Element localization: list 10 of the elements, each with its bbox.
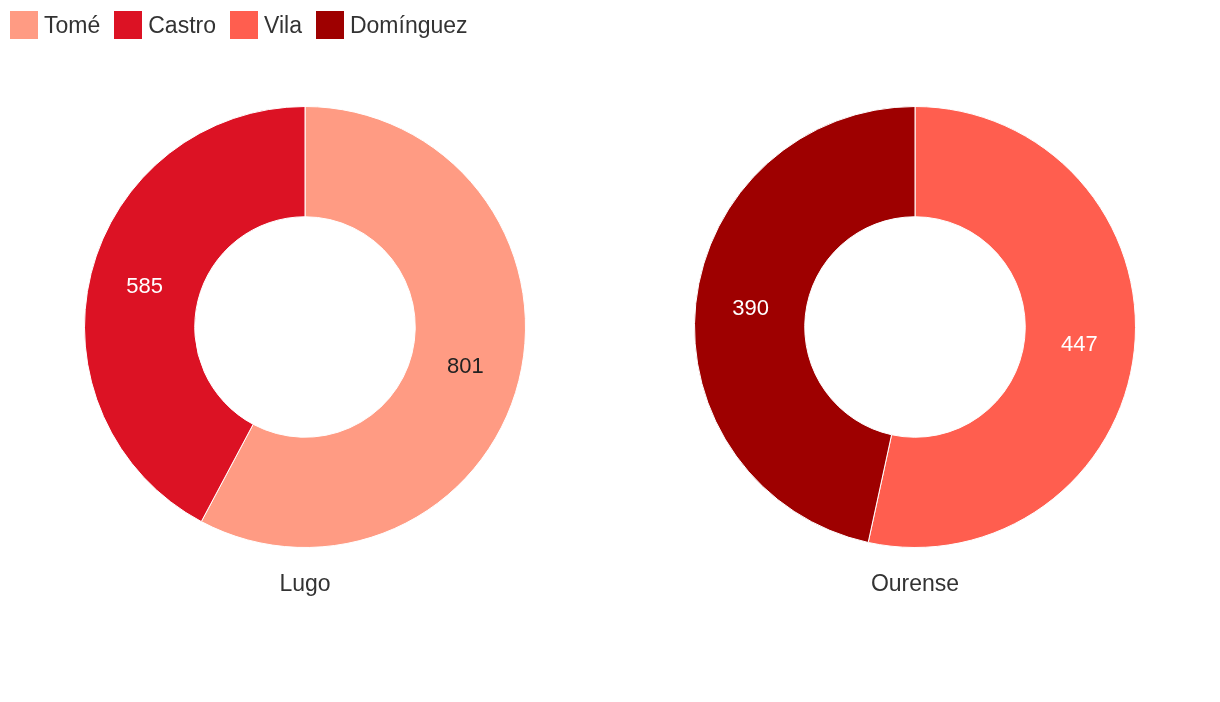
text: Ourense	[869, 570, 961, 597]
data-label: 447	[1061, 330, 1098, 356]
legend-label: Castro	[148, 11, 216, 39]
data-label: 801	[447, 353, 484, 379]
legend-label: Vila	[264, 11, 302, 39]
data-label: 390	[732, 295, 769, 321]
text: Lugo	[278, 570, 332, 597]
data-label: 585	[126, 272, 163, 298]
legend-label: Tomé	[44, 11, 101, 39]
legend-label: Domínguez	[349, 11, 468, 39]
